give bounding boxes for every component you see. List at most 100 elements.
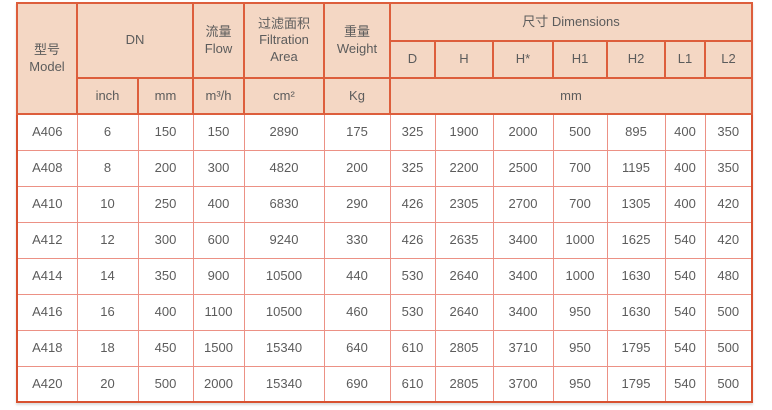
cell-dim-h: 2200 bbox=[434, 149, 494, 187]
cell-filtration-area: 6830 bbox=[243, 185, 325, 223]
table-row: A420 20 500 2000 15340 690 610 2805 3700 950 1795 5… bbox=[16, 365, 753, 403]
header-flow-cn: 流量 bbox=[205, 24, 232, 40]
cell-dim-h: 2640 bbox=[434, 257, 494, 295]
cell-dim-l1: 400 bbox=[664, 149, 706, 187]
header-dim-l1: L1 bbox=[664, 40, 706, 79]
cell-dn-inch: 8 bbox=[76, 149, 139, 187]
cell-dim-h-star: 3400 bbox=[492, 257, 554, 295]
cell-weight: 200 bbox=[323, 149, 391, 187]
cell-flow: 600 bbox=[192, 221, 245, 259]
header-row-dim-cols: D H H* H1 H2 L1 L2 bbox=[17, 40, 753, 79]
cell-dn-mm: 350 bbox=[137, 257, 194, 295]
cell-weight: 330 bbox=[323, 221, 391, 259]
cell-dim-h2: 1195 bbox=[606, 149, 666, 187]
cell-dim-l1: 540 bbox=[664, 329, 706, 367]
cell-filtration-area: 4820 bbox=[243, 149, 325, 187]
cell-dn-inch: 12 bbox=[76, 221, 139, 259]
header-area-en: Filtration Area bbox=[259, 32, 309, 64]
cell-filtration-area: 15340 bbox=[243, 329, 325, 367]
table-row: A418 18 450 1500 15340 640 610 2805 3710 950 1795 5… bbox=[16, 329, 753, 367]
cell-dim-h-star: 2700 bbox=[492, 185, 554, 223]
cell-dim-d: 610 bbox=[389, 329, 436, 367]
header-model: 型号 Model bbox=[16, 2, 78, 115]
cell-dim-h-star: 3700 bbox=[492, 365, 554, 403]
unit-flow: m³/h bbox=[192, 77, 245, 115]
cell-dim-l1: 540 bbox=[664, 257, 706, 295]
cell-dn-mm: 300 bbox=[137, 221, 194, 259]
header-weight-en: Weight bbox=[336, 40, 378, 56]
cell-model: A418 bbox=[16, 329, 78, 367]
cell-dn-mm: 150 bbox=[137, 113, 194, 151]
cell-model: A420 bbox=[16, 365, 78, 403]
header-dimensions: 尺寸 Dimensions bbox=[389, 2, 753, 42]
cell-dim-h-star: 2000 bbox=[492, 113, 554, 151]
spec-table: 型号 Model DN 流量 Flow 过滤面积 Filtration Area… bbox=[16, 2, 753, 403]
cell-dim-l1: 400 bbox=[664, 113, 706, 151]
cell-dim-d: 530 bbox=[389, 257, 436, 295]
header-model-cn: 型号 bbox=[33, 42, 60, 58]
cell-dn-inch: 6 bbox=[76, 113, 139, 151]
cell-flow: 900 bbox=[192, 257, 245, 295]
cell-model: A408 bbox=[16, 149, 78, 187]
cell-weight: 175 bbox=[323, 113, 391, 151]
table-row: A416 16 400 1100 10500 460 530 2640 3400 950 1630 5… bbox=[16, 293, 753, 331]
header-dim-l2: L2 bbox=[704, 40, 753, 79]
cell-dim-d: 426 bbox=[389, 185, 436, 223]
cell-dim-h: 2640 bbox=[434, 293, 494, 331]
cell-dim-d: 610 bbox=[389, 365, 436, 403]
header-flow: 流量 Flow bbox=[192, 2, 245, 79]
cell-dn-mm: 500 bbox=[137, 365, 194, 403]
header-weight: 重量 Weight bbox=[323, 2, 391, 79]
header-row-groups: 型号 Model DN 流量 Flow 过滤面积 Filtration Area… bbox=[16, 2, 753, 115]
header-area-cn: 过滤面积 bbox=[257, 16, 310, 32]
cell-dim-h2: 1795 bbox=[606, 329, 666, 367]
cell-dim-l2: 420 bbox=[704, 185, 753, 223]
table-row: A408 8 200 300 4820 200 325 2200 2500 700 1195 400 3… bbox=[16, 149, 753, 187]
cell-dim-h1: 950 bbox=[552, 365, 608, 403]
cell-flow: 150 bbox=[192, 113, 245, 151]
cell-dim-l2: 350 bbox=[704, 149, 753, 187]
cell-dn-inch: 16 bbox=[76, 293, 139, 331]
cell-dim-d: 426 bbox=[389, 221, 436, 259]
cell-filtration-area: 10500 bbox=[243, 257, 325, 295]
cell-dim-h1: 700 bbox=[552, 185, 608, 223]
cell-dim-h-star: 3400 bbox=[492, 293, 554, 331]
cell-dim-h1: 1000 bbox=[552, 257, 608, 295]
table-row: A414 14 350 900 10500 440 530 2640 3400 1000 1630 5… bbox=[16, 257, 753, 295]
cell-weight: 640 bbox=[323, 329, 391, 367]
cell-flow: 1500 bbox=[192, 329, 245, 367]
cell-flow: 1100 bbox=[192, 293, 245, 331]
cell-model: A410 bbox=[16, 185, 78, 223]
unit-mm: mm bbox=[137, 77, 194, 115]
cell-dim-d: 325 bbox=[389, 149, 436, 187]
cell-dim-h1: 950 bbox=[552, 329, 608, 367]
header-flow-en: Flow bbox=[204, 40, 233, 56]
cell-dn-inch: 20 bbox=[76, 365, 139, 403]
cell-dim-h: 1900 bbox=[434, 113, 494, 151]
cell-dn-mm: 400 bbox=[137, 293, 194, 331]
cell-dim-l1: 540 bbox=[664, 365, 706, 403]
table-row: A412 12 300 600 9240 330 426 2635 3400 1000 1625 54… bbox=[16, 221, 753, 259]
cell-dim-h: 2635 bbox=[434, 221, 494, 259]
cell-dim-h1: 700 bbox=[552, 149, 608, 187]
cell-dim-h-star: 2500 bbox=[492, 149, 554, 187]
cell-dn-mm: 250 bbox=[137, 185, 194, 223]
unit-inch: inch bbox=[76, 77, 139, 115]
cell-dim-h2: 1630 bbox=[606, 293, 666, 331]
header-dim-h: H bbox=[434, 40, 494, 79]
cell-weight: 690 bbox=[323, 365, 391, 403]
cell-dim-h: 2805 bbox=[434, 329, 494, 367]
cell-dim-h-star: 3710 bbox=[492, 329, 554, 367]
cell-dim-h: 2305 bbox=[434, 185, 494, 223]
unit-area: cm² bbox=[243, 77, 325, 115]
cell-dim-l2: 420 bbox=[704, 221, 753, 259]
cell-dim-h1: 1000 bbox=[552, 221, 608, 259]
cell-dim-l2: 480 bbox=[704, 257, 753, 295]
cell-flow: 2000 bbox=[192, 365, 245, 403]
unit-dimensions-mm: mm bbox=[389, 77, 753, 115]
cell-dim-l2: 500 bbox=[704, 329, 753, 367]
cell-flow: 400 bbox=[192, 185, 245, 223]
header-row-units: inch mm m³/h cm² Kg mm bbox=[17, 77, 753, 115]
cell-dim-l2: 500 bbox=[704, 365, 753, 403]
cell-weight: 440 bbox=[323, 257, 391, 295]
